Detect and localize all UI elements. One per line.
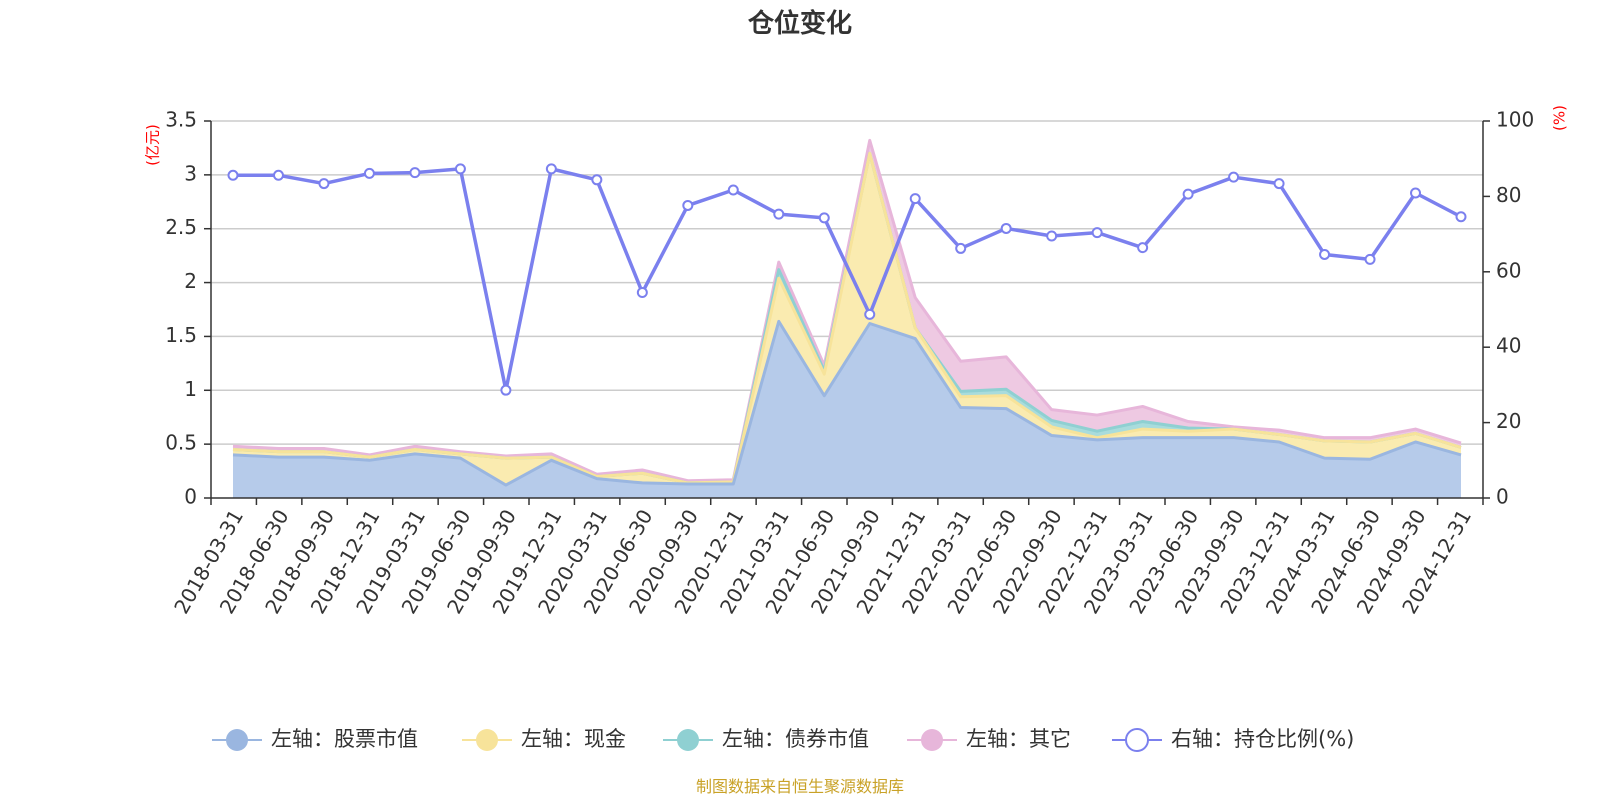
area-line-series-4 <box>232 138 1462 483</box>
right-tick-label: 0 <box>1496 485 1509 509</box>
right-axis-unit: (%) <box>1551 105 1569 131</box>
right-tick-label: 40 <box>1496 334 1521 358</box>
ratio-point <box>500 384 512 396</box>
ratio-point <box>545 163 557 175</box>
legend-label: 左轴：现金 <box>521 727 626 751</box>
ratio-point <box>909 193 921 205</box>
legend-label: 左轴：股票市值 <box>271 727 418 751</box>
ratio-point <box>1410 187 1422 199</box>
legend-swatch <box>677 729 699 751</box>
ratio-point <box>409 167 421 179</box>
legend-label: 右轴：持仓比例(%) <box>1171 727 1354 751</box>
ratio-point <box>227 169 239 181</box>
ratio-point <box>1000 222 1012 234</box>
ratio-point <box>682 199 694 211</box>
ratio-point <box>363 167 375 179</box>
left-tick-label: 3 <box>184 161 197 185</box>
legend-swatch <box>1125 728 1149 752</box>
ratio-point <box>955 242 967 254</box>
ratio-point <box>1455 211 1467 223</box>
ratio-point <box>591 174 603 186</box>
left-tick-label: 2 <box>184 269 197 293</box>
right-tick-label: 100 <box>1496 108 1534 132</box>
ratio-point <box>636 287 648 299</box>
ratio-point <box>1137 242 1149 254</box>
right-tick-label: 20 <box>1496 409 1521 433</box>
legend-swatch <box>921 729 943 751</box>
ratio-point <box>727 184 739 196</box>
ratio-point <box>1046 230 1058 242</box>
ratio-point <box>818 212 830 224</box>
area-line-series-1 <box>232 319 1462 487</box>
area-series-1 <box>233 321 1461 498</box>
legend-swatch <box>226 729 248 751</box>
stacked-areas <box>232 138 1462 498</box>
left-tick-label: 0.5 <box>165 431 197 455</box>
legend-label: 左轴：其它 <box>966 727 1071 751</box>
right-tick-label: 60 <box>1496 258 1521 282</box>
ratio-line <box>227 163 1467 396</box>
legend-label: 左轴：债券市值 <box>722 727 869 751</box>
left-tick-label: 2.5 <box>165 215 197 239</box>
source-note: 制图数据来自恒生聚源数据库 <box>696 777 904 796</box>
right-tick-label: 80 <box>1496 183 1521 207</box>
left-tick-label: 1 <box>184 377 197 401</box>
ratio-point <box>1228 171 1240 183</box>
chart-title: 仓位变化 <box>747 8 852 39</box>
area-series-2 <box>233 153 1461 486</box>
ratio-point <box>454 163 466 175</box>
left-axis-unit: (亿元) <box>144 124 162 166</box>
left-tick-label: 0 <box>184 485 197 509</box>
ratio-polyline <box>233 167 1462 392</box>
left-tick-label: 3.5 <box>165 108 197 132</box>
left-tick-label: 1.5 <box>165 323 197 347</box>
ratio-point <box>1319 248 1331 260</box>
ratio-point <box>1273 178 1285 190</box>
legend: 左轴：股票市值 左轴：现金 左轴：债券市值 左轴：其它 右轴：持仓比例(%) <box>212 727 1354 752</box>
ratio-point <box>864 308 876 320</box>
ratio-point <box>1364 253 1376 265</box>
ratio-point <box>1182 188 1194 200</box>
ratio-point <box>272 169 284 181</box>
ratio-point <box>318 178 330 190</box>
ratio-point <box>773 208 785 220</box>
ratio-point <box>1091 227 1103 239</box>
legend-swatch <box>476 729 498 751</box>
